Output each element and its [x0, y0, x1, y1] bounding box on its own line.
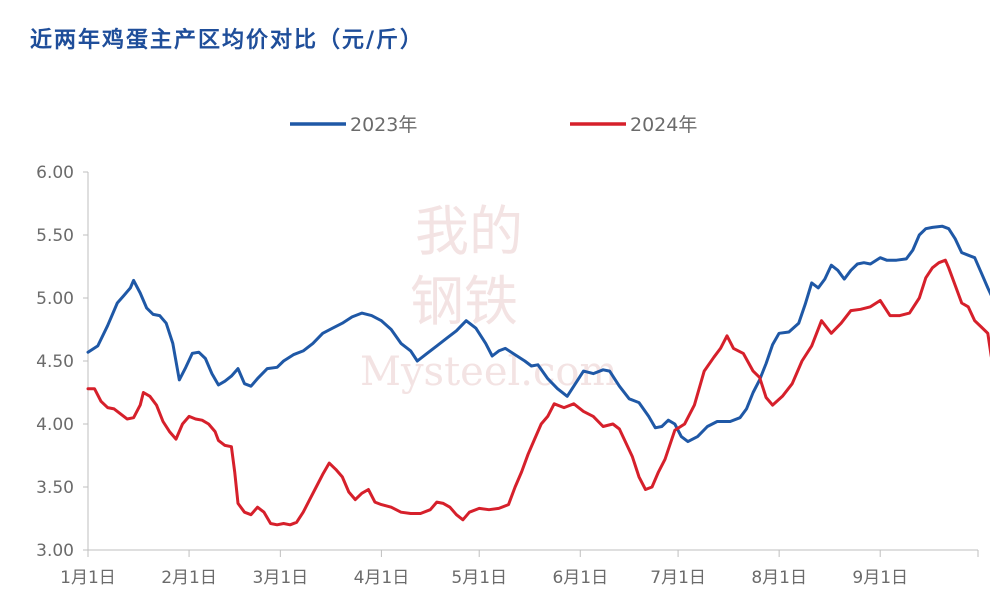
watermark-line1: 我的 — [415, 200, 523, 263]
x-tick-label: 9月1日 — [852, 568, 908, 588]
series-line-2024 — [86, 258, 990, 527]
series-line-2023 — [86, 224, 990, 444]
y-tick-label: 4.00 — [36, 415, 74, 435]
watermark: 我的 钢铁 Mysteel.com — [360, 200, 617, 395]
y-tick-label: 5.00 — [36, 289, 74, 309]
watermark-line3: Mysteel.com — [360, 349, 617, 395]
y-tick-label: 3.00 — [36, 541, 74, 561]
y-tick-label: 6.00 — [36, 163, 74, 183]
y-tick-label: 4.50 — [36, 352, 74, 372]
legend-label-2023: 2023年 — [350, 114, 417, 136]
x-tick-label: 2月1日 — [161, 568, 217, 588]
x-tick-label: 7月1日 — [650, 568, 706, 588]
x-tick-label: 3月1日 — [253, 568, 309, 588]
x-axis: 1月1日 2月1日 3月1日 4月1日 5月1日 6月1日 7月1日 8月1日 9月1日 — [60, 549, 979, 588]
x-tick-label: 1月1日 — [60, 568, 116, 588]
x-tick-label: 6月1日 — [552, 568, 608, 588]
chart-title: 近两年鸡蛋主产区均价对比（元/斤） — [30, 27, 425, 53]
x-tick-label: 5月1日 — [451, 568, 507, 588]
series-layer — [86, 224, 990, 527]
x-tick-label: 4月1日 — [354, 568, 410, 588]
y-tick-label: 3.50 — [36, 478, 74, 498]
legend-label-2024: 2024年 — [630, 114, 697, 136]
legend: 2023年 2024年 — [290, 114, 697, 136]
y-axis: 3.00 3.50 4.00 4.50 5.00 5.50 6.00 — [36, 163, 89, 561]
y-tick-label: 5.50 — [36, 226, 74, 246]
x-tick-label: 8月1日 — [751, 568, 807, 588]
